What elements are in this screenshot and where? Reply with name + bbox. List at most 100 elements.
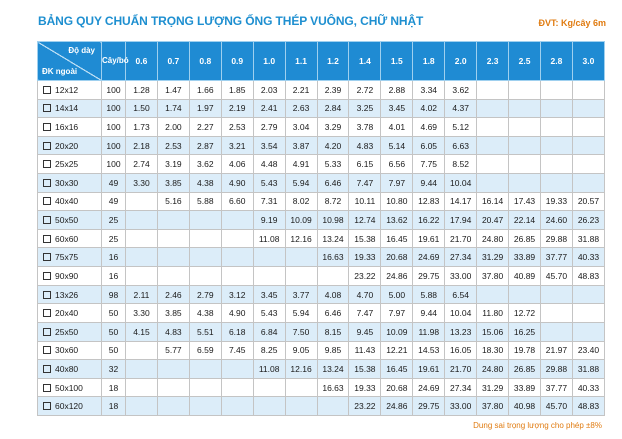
weight-cell: 2.74 — [125, 154, 158, 175]
weight-cell: 9.45 — [348, 321, 382, 342]
weight-cell — [188, 210, 222, 230]
weight-cell: 20.68 — [380, 377, 414, 398]
weight-cell: 37.80 — [476, 396, 510, 416]
weight-cell: 33.89 — [508, 247, 541, 268]
weight-cell: 9.44 — [412, 303, 446, 323]
weight-cell — [508, 117, 541, 137]
weight-cell: 5.88 — [188, 191, 222, 212]
thickness-header: 0.8 — [188, 41, 222, 81]
weight-cell: 2.84 — [316, 98, 350, 119]
weight-cell: 26.23 — [571, 210, 606, 230]
weight-cell: 10.09 — [380, 321, 414, 342]
weight-cell: 4.38 — [188, 303, 222, 323]
checkbox-icon — [43, 123, 51, 132]
weight-cell: 29.75 — [412, 396, 446, 416]
weight-cell — [476, 154, 510, 175]
weight-cell: 13.23 — [444, 321, 478, 342]
weight-cell: 10.04 — [444, 303, 478, 323]
weight-cell — [284, 266, 318, 286]
weight-cell: 19.78 — [508, 340, 541, 361]
weight-cell: 3.34 — [412, 80, 446, 100]
weight-cell: 3.45 — [252, 284, 286, 305]
weight-cell: 4.83 — [348, 135, 382, 156]
size-label: 16x16 — [55, 122, 79, 133]
weight-cell: 31.88 — [571, 359, 606, 379]
qty-cell: 50 — [101, 303, 126, 323]
checkbox-icon — [43, 178, 51, 187]
size-label: 50x50 — [55, 215, 79, 226]
weight-cell: 3.19 — [156, 154, 190, 175]
weight-cell — [125, 210, 158, 230]
weight-cell: 20.47 — [476, 210, 510, 230]
thickness-header: 2.0 — [444, 41, 478, 81]
weight-cell: 31.29 — [476, 377, 510, 398]
weight-cell — [539, 154, 573, 175]
weight-cell: 3.62 — [188, 154, 222, 175]
table-row: 75x75 16 16.63 19.33 20.68 24.69 27.34 31.29 33.… — [37, 247, 606, 268]
table-header: Độ dày ĐK ngoài Cây/bó 0.6 0.7 0.8 0.9 1.0 1.… — [37, 41, 606, 81]
size-cell: 90x90 — [37, 266, 102, 286]
qty-cell: 100 — [101, 154, 126, 175]
thickness-label: Độ dày — [68, 46, 95, 55]
weight-cell — [539, 98, 573, 119]
checkbox-icon — [43, 309, 51, 318]
weight-cell: 2.27 — [188, 117, 222, 137]
weight-cell: 16.14 — [476, 191, 510, 212]
weight-cell: 3.30 — [125, 173, 158, 193]
weight-cell — [571, 303, 606, 323]
weight-table: Độ dày ĐK ngoài Cây/bó 0.6 0.7 0.8 0.9 1.0 1.… — [37, 41, 606, 416]
weight-cell: 3.12 — [220, 284, 254, 305]
checkbox-icon — [43, 402, 51, 411]
weight-cell — [125, 340, 158, 361]
table-row: 40x80 32 11.08 12.16 13.24 15.38 16.45 19.61 21.… — [37, 359, 606, 379]
weight-cell: 4.06 — [220, 154, 254, 175]
size-cell: 14x14 — [37, 98, 102, 119]
weight-cell: 23.22 — [348, 396, 382, 416]
checkbox-icon — [43, 253, 51, 262]
weight-cell — [220, 210, 254, 230]
weight-cell: 6.84 — [252, 321, 286, 342]
weight-cell — [252, 266, 286, 286]
weight-cell: 16.25 — [508, 321, 541, 342]
weight-cell: 2.18 — [125, 135, 158, 156]
weight-cell: 3.78 — [348, 117, 382, 137]
weight-cell: 11.08 — [252, 359, 286, 379]
weight-cell — [571, 80, 606, 100]
size-label: 13x26 — [55, 289, 79, 300]
size-cell: 50x100 — [37, 377, 102, 398]
thickness-header: 0.9 — [220, 41, 254, 81]
size-label: 75x75 — [55, 252, 79, 263]
weight-cell: 6.46 — [316, 303, 350, 323]
size-label: 30x60 — [55, 345, 79, 356]
tolerance-note: Dung sai trọng lượng cho phép ±8% — [473, 421, 602, 430]
weight-cell: 4.91 — [284, 154, 318, 175]
weight-cell: 48.83 — [571, 266, 606, 286]
table-row: 14x14 100 1.50 1.74 1.97 2.19 2.41 2.63 2.84 3.25… — [37, 98, 606, 119]
table-row: 25x25 100 2.74 3.19 3.62 4.06 4.48 4.91 5.33 6.15… — [37, 154, 606, 175]
weight-cell — [316, 266, 350, 286]
weight-cell: 24.80 — [476, 359, 510, 379]
weight-cell: 27.34 — [444, 377, 478, 398]
weight-cell — [125, 359, 158, 379]
qty-cell: 25 — [101, 210, 126, 230]
weight-cell: 13.24 — [316, 359, 350, 379]
weight-cell: 1.50 — [125, 98, 158, 119]
weight-cell — [508, 80, 541, 100]
weight-cell — [476, 80, 510, 100]
checkbox-icon — [43, 160, 51, 169]
qty-cell: 18 — [101, 377, 126, 398]
table-body: 12x12 100 1.28 1.47 1.66 1.85 2.03 2.21 2.39 2.72… — [37, 80, 606, 416]
size-label: 50x100 — [55, 382, 83, 393]
weight-cell — [508, 98, 541, 119]
weight-cell: 3.45 — [380, 98, 414, 119]
weight-cell — [571, 135, 606, 156]
weight-cell: 20.68 — [380, 247, 414, 268]
checkbox-icon — [43, 197, 51, 206]
size-cell: 30x60 — [37, 340, 102, 361]
weight-cell: 7.97 — [380, 173, 414, 193]
weight-cell: 6.54 — [444, 284, 478, 305]
header-corner: Độ dày ĐK ngoài — [37, 41, 102, 81]
size-cell: 25x25 — [37, 154, 102, 175]
weight-cell: 10.04 — [444, 173, 478, 193]
weight-cell: 11.80 — [476, 303, 510, 323]
